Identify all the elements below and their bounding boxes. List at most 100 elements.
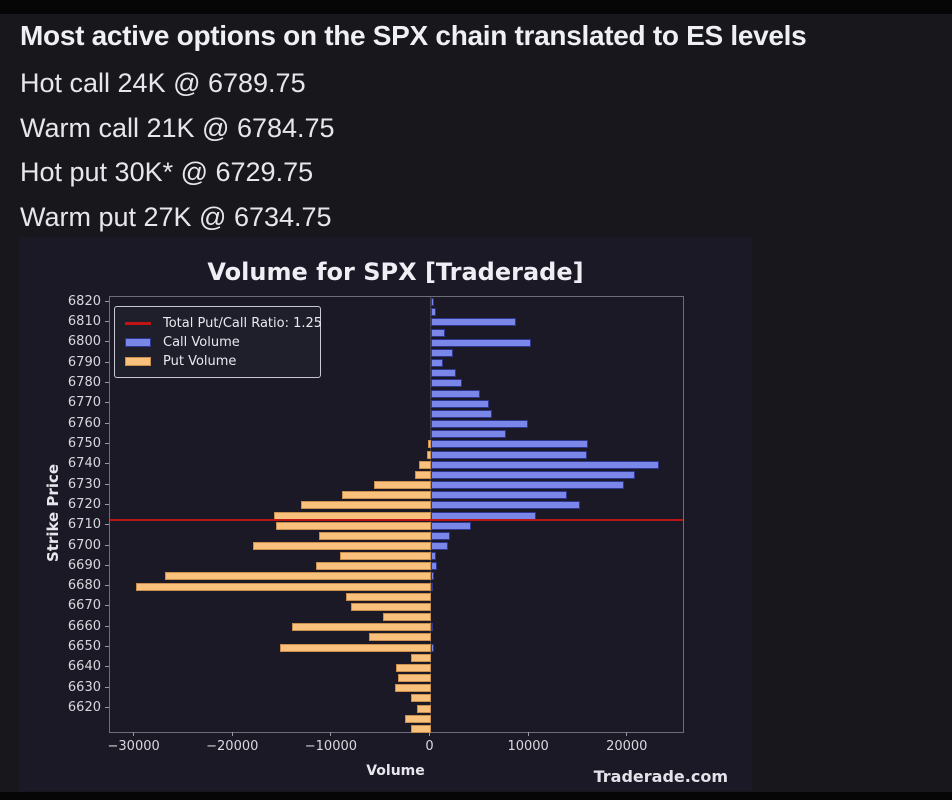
y-tick-label: 6780 bbox=[67, 374, 101, 390]
call-volume-bar bbox=[430, 430, 507, 439]
y-tick-mark bbox=[105, 564, 109, 566]
call-volume-bar bbox=[430, 298, 435, 307]
legend-item-call: Call Volume bbox=[125, 333, 310, 352]
y-tick-mark bbox=[105, 686, 109, 688]
call-volume-bar bbox=[430, 328, 446, 337]
y-tick-mark bbox=[105, 422, 109, 424]
put-volume-bar bbox=[275, 521, 431, 530]
call-volume-bar bbox=[430, 552, 436, 561]
put-volume-bar bbox=[395, 684, 431, 693]
post-lines: Hot call 24K @ 6789.75 Warm call 21K @ 6… bbox=[20, 61, 932, 239]
y-tick-label: 6800 bbox=[67, 334, 101, 350]
x-axis-label: Volume bbox=[366, 763, 425, 779]
legend-label-ratio: Total Put/Call Ratio: 1.25 bbox=[163, 316, 323, 331]
plot-area bbox=[109, 296, 684, 733]
call-volume-bar bbox=[430, 470, 635, 479]
put-volume-swatch bbox=[125, 357, 151, 366]
put-volume-bar bbox=[411, 694, 431, 703]
call-volume-bar bbox=[430, 521, 471, 530]
y-tick-mark bbox=[105, 402, 109, 404]
x-tick-mark bbox=[330, 732, 332, 736]
call-volume-bar bbox=[430, 450, 588, 459]
put-volume-bar bbox=[350, 602, 431, 611]
put-volume-bar bbox=[253, 542, 431, 550]
y-tick-label: 6770 bbox=[67, 395, 101, 411]
y-tick-mark bbox=[105, 300, 109, 302]
call-volume-bar bbox=[430, 440, 589, 449]
put-volume-bar bbox=[345, 592, 431, 601]
call-volume-bar bbox=[430, 399, 489, 408]
post-text-block: Most active options on the SPX chain tra… bbox=[20, 20, 932, 239]
y-tick-label: 6740 bbox=[67, 456, 101, 472]
x-tick-mark bbox=[231, 732, 233, 736]
x-tick-label: −10000 bbox=[304, 739, 358, 754]
put-volume-bar bbox=[397, 674, 431, 683]
call-volume-bar bbox=[430, 308, 436, 317]
post-line-warm-put: Warm put 27K @ 6734.75 bbox=[20, 201, 332, 232]
put-volume-bar bbox=[165, 572, 431, 581]
post-line-hot-call: Hot call 24K @ 6789.75 bbox=[20, 68, 306, 98]
x-tick-label: 0 bbox=[425, 739, 434, 754]
put-volume-bar bbox=[369, 633, 431, 642]
put-volume-bar bbox=[315, 562, 431, 571]
call-volume-bar bbox=[430, 643, 434, 652]
y-tick-label: 6730 bbox=[67, 476, 101, 492]
y-tick-label: 6620 bbox=[67, 700, 101, 716]
y-tick-label: 6710 bbox=[67, 517, 101, 533]
y-tick-label: 6720 bbox=[67, 496, 101, 512]
legend-label-call: Call Volume bbox=[163, 335, 240, 350]
y-tick-label: 6700 bbox=[67, 537, 101, 553]
y-tick-label: 6690 bbox=[67, 557, 101, 573]
y-tick-label: 6680 bbox=[67, 578, 101, 594]
call-volume-bar bbox=[430, 379, 463, 388]
y-tick-label: 6630 bbox=[67, 679, 101, 695]
chart-title: Volume for SPX [Traderade] bbox=[207, 258, 584, 286]
put-volume-bar bbox=[426, 450, 431, 459]
call-volume-bar bbox=[430, 491, 567, 500]
y-tick-label: 6760 bbox=[67, 415, 101, 431]
post-title: Most active options on the SPX chain tra… bbox=[20, 20, 807, 51]
y-tick-label: 6640 bbox=[67, 659, 101, 675]
call-volume-bar bbox=[430, 409, 492, 418]
call-volume-bar bbox=[430, 572, 435, 581]
put-volume-bar bbox=[416, 704, 431, 713]
y-tick-mark bbox=[105, 503, 109, 505]
top-black-bar bbox=[0, 0, 952, 14]
call-volume-swatch bbox=[125, 338, 151, 347]
y-tick-label: 6810 bbox=[67, 313, 101, 329]
y-tick-label: 6750 bbox=[67, 435, 101, 451]
y-tick-mark bbox=[105, 666, 109, 668]
y-tick-label: 6790 bbox=[67, 354, 101, 370]
ratio-line-swatch bbox=[125, 322, 151, 325]
x-tick-label: −30000 bbox=[107, 739, 160, 754]
put-volume-bar bbox=[135, 582, 431, 591]
put-volume-bar bbox=[339, 552, 431, 561]
put-volume-bar bbox=[418, 460, 431, 469]
volume-chart-figure: Volume for SPX [Traderade] Strike Price … bbox=[19, 237, 752, 791]
put-volume-bar bbox=[410, 653, 431, 662]
put-call-ratio-line bbox=[110, 518, 683, 521]
watermark: Traderade.com bbox=[593, 767, 728, 786]
y-tick-mark bbox=[105, 605, 109, 607]
y-tick-label: 6820 bbox=[67, 293, 101, 309]
chart-legend: Total Put/Call Ratio: 1.25 Call Volume P… bbox=[114, 306, 323, 378]
legend-item-put: Put Volume bbox=[125, 352, 310, 371]
y-tick-label: 6650 bbox=[67, 639, 101, 655]
x-tick-label: 20000 bbox=[606, 739, 648, 754]
y-tick-mark bbox=[105, 381, 109, 383]
y-tick-mark bbox=[105, 585, 109, 587]
y-tick-mark bbox=[105, 320, 109, 322]
put-volume-bar bbox=[383, 613, 431, 622]
put-volume-bar bbox=[410, 724, 431, 733]
call-volume-bar bbox=[430, 531, 451, 540]
call-volume-bar bbox=[430, 420, 529, 429]
put-volume-bar bbox=[427, 440, 431, 449]
y-tick-mark bbox=[105, 341, 109, 343]
y-tick-mark bbox=[105, 544, 109, 546]
x-tick-mark bbox=[527, 732, 529, 736]
call-volume-bar bbox=[430, 542, 449, 550]
y-tick-label: 6660 bbox=[67, 618, 101, 634]
x-tick-mark bbox=[429, 732, 431, 736]
post-line-hot-put: Hot put 30K* @ 6729.75 bbox=[20, 157, 314, 187]
call-volume-bar bbox=[430, 348, 454, 357]
